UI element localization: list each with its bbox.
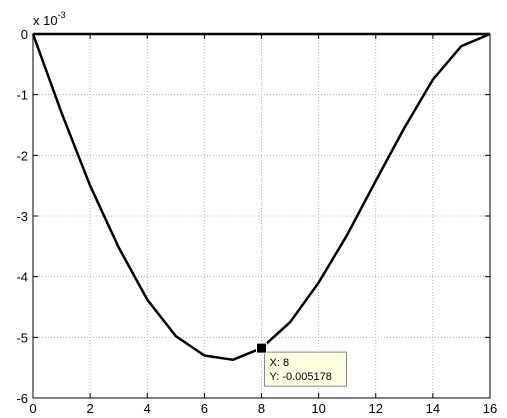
exponent-power: -3 [58, 10, 66, 20]
x-tick-label: 16 [483, 401, 497, 416]
x-tick-label: 12 [369, 401, 383, 416]
y-tick-label: -2 [16, 148, 28, 163]
datatip-marker[interactable] [256, 342, 267, 354]
x-tick-label: 4 [144, 401, 151, 416]
y-axis-exponent-label: x 10-3 [33, 10, 66, 28]
y-tick-label: 0 [21, 27, 28, 42]
x-tick-label: 6 [201, 401, 208, 416]
x-tick-label: 14 [426, 401, 440, 416]
datatip[interactable]: X: 8 Y: -0.005178 [256, 342, 347, 387]
y-tick-label: -3 [16, 209, 28, 224]
y-tick-label: -6 [16, 391, 28, 406]
exponent-base: x 10 [33, 13, 58, 28]
y-axis-ticks: 0 -1 -2 -3 -4 -5 -6 [16, 27, 490, 406]
x-tick-label: 8 [258, 401, 265, 416]
x-axis-ticks: 0 2 4 6 8 10 12 14 16 [29, 34, 497, 416]
x-tick-label: 0 [29, 401, 36, 416]
y-tick-label: -5 [16, 330, 28, 345]
x-tick-label: 10 [311, 401, 325, 416]
datatip-box [264, 351, 347, 387]
datatip-y-text: Y: -0.005178 [270, 371, 332, 383]
x-tick-label: 2 [87, 401, 94, 416]
y-tick-label: -1 [16, 88, 28, 103]
datatip-x-text: X: 8 [270, 357, 290, 369]
y-tick-label: -4 [16, 270, 28, 285]
